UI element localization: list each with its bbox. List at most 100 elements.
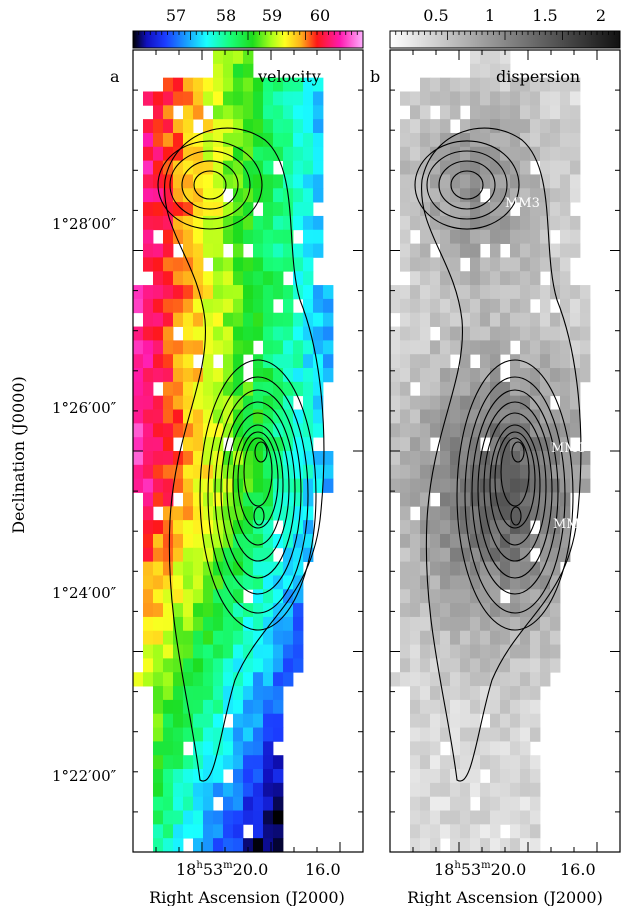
dispersion-cell: [470, 50, 481, 65]
velocity-cell: [313, 105, 324, 120]
velocity-cell: [293, 132, 304, 148]
velocity-cell: [253, 727, 264, 742]
velocity-cell: [153, 91, 164, 106]
panel-a-label: a: [110, 67, 120, 86]
velocity-cell: [213, 243, 224, 258]
dispersion-cell: [510, 437, 521, 452]
velocity-cell: [203, 547, 214, 563]
dispersion-cell: [510, 478, 521, 493]
velocity-cell: [263, 312, 274, 327]
dispersion-cell: [440, 91, 451, 106]
dispersion-cell: [540, 146, 551, 162]
dispersion-cell: [420, 409, 431, 424]
velocity-cell: [193, 174, 204, 189]
contour-south: [456, 359, 574, 631]
dispersion-cell: [540, 243, 551, 258]
dispersion-cell: [550, 506, 561, 521]
contour-south: [237, 431, 279, 529]
dispersion-cell: [480, 119, 491, 134]
dispersion-cell: [410, 644, 421, 659]
dispersion-cell: [500, 672, 511, 687]
velocity-cell: [153, 533, 164, 549]
dispersion-cell: [440, 381, 451, 397]
velocity-cell: [253, 464, 264, 480]
velocity-cell: [143, 257, 154, 272]
dispersion-cell: [450, 423, 461, 438]
velocity-cell: [263, 229, 274, 244]
velocity-cell: [273, 630, 284, 645]
velocity-cell: [163, 395, 174, 410]
dispersion-cell: [470, 464, 481, 480]
dispersion-cell: [500, 381, 511, 397]
velocity-cell: [233, 589, 244, 604]
dispersion-cell: [510, 368, 521, 383]
velocity-cell: [143, 119, 154, 134]
dispersion-cell: [490, 354, 501, 369]
dispersion-cell: [450, 561, 461, 576]
dispersion-cell: [470, 824, 481, 839]
dispersion-cell: [490, 105, 501, 120]
velocity-cell: [183, 713, 194, 728]
velocity-cell: [243, 561, 254, 576]
velocity-cell: [163, 838, 174, 852]
dispersion-cell: [540, 312, 551, 327]
velocity-cell: [233, 119, 244, 134]
dispersion-cell: [570, 119, 581, 134]
dispersion-cell: [470, 63, 481, 79]
dispersion-cell: [470, 589, 481, 604]
dispersion-cell: [550, 202, 561, 217]
dispersion-cell: [520, 437, 531, 452]
velocity-cell: [163, 727, 174, 742]
dispersion-cell: [470, 257, 481, 272]
dispersion-cell: [390, 285, 401, 300]
velocity-cell: [203, 91, 214, 106]
velocity-cell: [163, 229, 174, 244]
dispersion-cell: [530, 630, 541, 645]
dispersion-cell: [570, 285, 581, 300]
velocity-cell: [233, 368, 244, 383]
velocity-cell: [273, 215, 284, 231]
velocity-cell: [133, 368, 144, 383]
dispersion-cell: [480, 451, 491, 466]
velocity-cell: [263, 520, 274, 535]
velocity-cell: [163, 285, 174, 300]
dispersion-cell: [420, 188, 431, 203]
dispersion-cell: [500, 520, 511, 535]
dispersion-cell: [490, 119, 501, 134]
dispersion-cell: [410, 368, 421, 383]
velocity-cell: [153, 119, 164, 134]
velocity-cell: [233, 713, 244, 728]
velocity-cell: [293, 188, 304, 203]
dispersion-cell: [460, 243, 471, 258]
velocity-cell: [203, 769, 214, 784]
velocity-cell: [293, 409, 304, 424]
dispersion-cell: [560, 533, 571, 549]
velocity-cell: [243, 644, 254, 659]
dispersion-cell: [510, 533, 521, 549]
dispersion-cell: [540, 381, 551, 397]
velocity-cell: [193, 326, 204, 341]
dispersion-cell: [430, 229, 441, 244]
velocity-cell: [233, 838, 244, 852]
dispersion-cell: [490, 713, 501, 728]
dispersion-cell: [490, 91, 501, 106]
velocity-cell: [133, 672, 144, 687]
dispersion-cell: [450, 202, 461, 217]
dispersion-cell: [420, 451, 431, 466]
dispersion-cell: [500, 658, 511, 673]
velocity-cell: [273, 672, 284, 687]
dispersion-cell: [500, 50, 511, 65]
dispersion-cell: [510, 686, 521, 701]
velocity-cell: [233, 644, 244, 659]
dispersion-cell: [480, 174, 491, 189]
dispersion-cell: [560, 326, 571, 341]
dispersion-cell: [450, 395, 461, 410]
dispersion-cell: [450, 658, 461, 673]
velocity-cell: [293, 119, 304, 134]
velocity-cell: [183, 437, 194, 452]
velocity-cell: [223, 215, 234, 231]
velocity-cell: [173, 782, 184, 798]
velocity-cell: [293, 202, 304, 217]
dispersion-cell: [570, 243, 581, 258]
dispersion-cell: [410, 202, 421, 217]
